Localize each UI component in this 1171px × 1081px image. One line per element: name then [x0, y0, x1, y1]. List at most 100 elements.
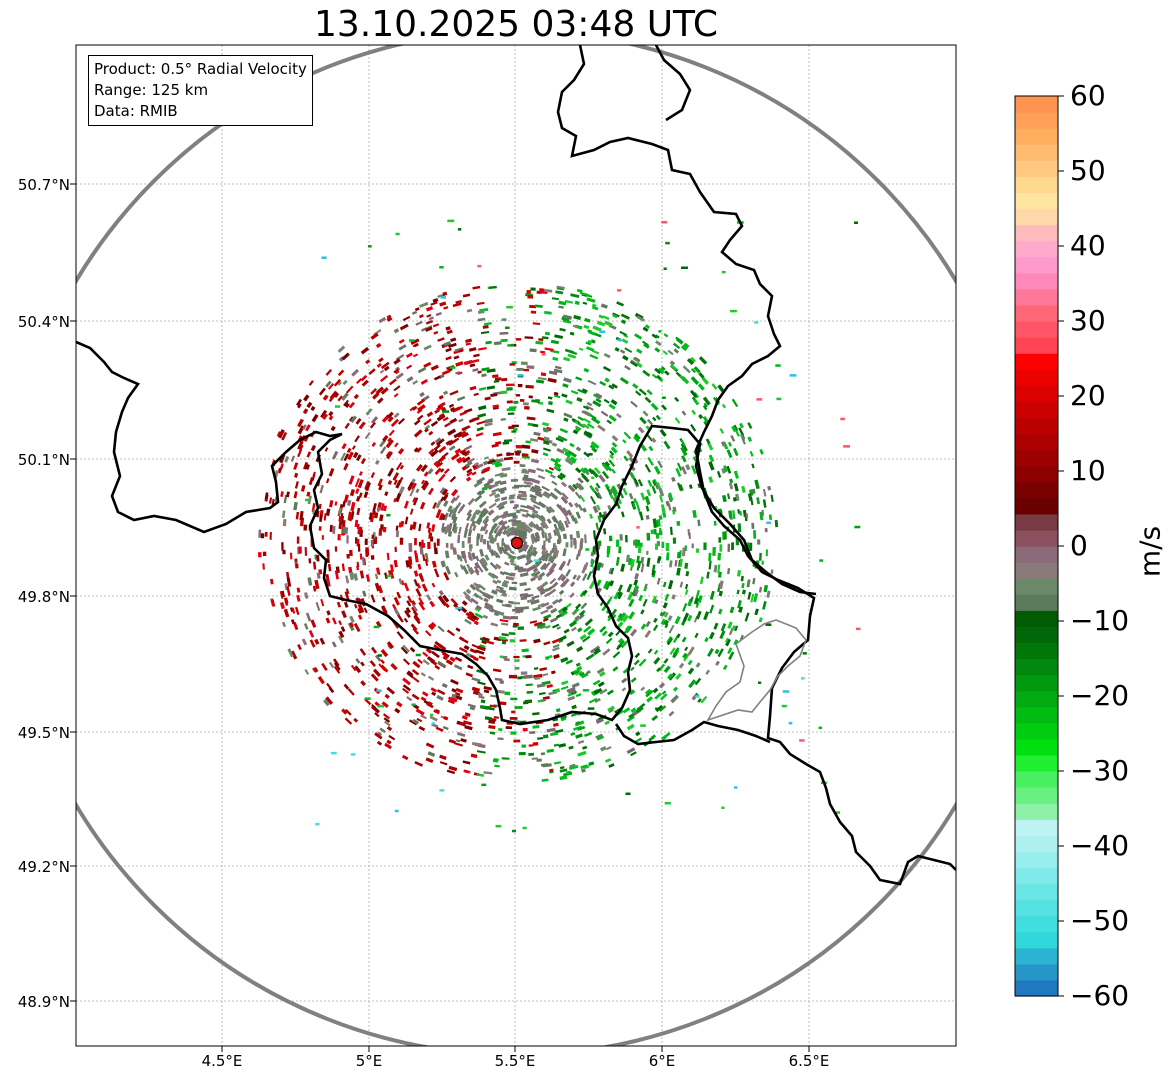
echo-gate: [301, 638, 308, 646]
echo-gate: [542, 440, 550, 446]
echo-gate: [430, 451, 436, 458]
echo-gate: [396, 701, 403, 708]
echo-gate: [460, 738, 467, 743]
echo-gate: [512, 624, 518, 628]
echo-gate: [445, 524, 451, 533]
echo-gate: [433, 330, 439, 335]
echo-gate: [764, 527, 768, 533]
echo-gate: [505, 383, 515, 387]
echo-gate: [717, 384, 725, 393]
echo-gate: [431, 524, 436, 532]
echo-gate: [542, 763, 552, 768]
echo-gate: [576, 397, 583, 403]
echo-gate: [534, 304, 543, 308]
echo-gate: [283, 494, 288, 504]
echo-gate: [626, 715, 635, 722]
echo-gate: [334, 501, 338, 506]
echo-gate: [564, 299, 574, 304]
echo-gate: [475, 509, 482, 516]
echo-gate: [640, 557, 644, 563]
echo-gate: [687, 528, 691, 536]
echo-gate: [299, 510, 304, 521]
echo-gate: [479, 644, 486, 649]
map-title: 13.10.2025 03:48 UTC: [313, 4, 719, 45]
echo-gate: [463, 359, 473, 366]
echo-gate: [297, 449, 303, 458]
echo-gate: [651, 437, 657, 444]
echo-gate: [668, 624, 675, 634]
echo-gate: [539, 514, 546, 521]
echo-gate: [496, 579, 502, 584]
echo-gate: [466, 509, 473, 517]
echo-gate: [720, 623, 727, 632]
echo-gate: [568, 745, 574, 750]
echo-gate: [646, 550, 649, 555]
echo-gate: [381, 606, 388, 615]
echo-gate: [552, 356, 559, 361]
echo-gate: [499, 655, 504, 659]
echo-gate: [477, 681, 486, 686]
echo-gate: [608, 535, 613, 542]
echo-gate: [588, 330, 596, 336]
echo-gate: [529, 494, 537, 500]
echo-gate: [595, 398, 602, 404]
echo-gate: [334, 546, 338, 552]
echo-gate: [694, 632, 699, 639]
echo-gate: [685, 464, 691, 471]
echo-gate: [512, 829, 516, 833]
echo-gate: [673, 348, 680, 354]
echo-gate: [526, 416, 536, 421]
echo-gate: [603, 580, 610, 590]
echo-gate: [490, 622, 499, 627]
echo-gate: [661, 690, 667, 695]
echo-gate: [492, 374, 499, 378]
echo-gate: [418, 541, 422, 547]
echo-gate: [310, 405, 316, 412]
echo-gate: [643, 342, 650, 349]
echo-gate: [405, 352, 413, 359]
echo-gate: [566, 509, 573, 516]
echo-gate: [553, 368, 563, 374]
echo-gate: [564, 520, 570, 528]
echo-gate: [594, 491, 600, 499]
echo-gate: [369, 660, 376, 667]
echo-gate: [568, 501, 574, 508]
echo-gate: [672, 342, 681, 350]
lat-label: 49.5°N: [17, 724, 70, 742]
echo-gate: [718, 537, 722, 543]
echo-gate: [567, 450, 577, 458]
echo-gate: [574, 427, 581, 432]
lat-label: 49.8°N: [17, 588, 70, 606]
echo-gate: [488, 285, 497, 289]
echo-gate: [462, 456, 471, 464]
echo-gate: [568, 620, 578, 628]
echo-gate: [670, 363, 678, 371]
echo-gate: [428, 532, 433, 539]
echo-gate: [408, 339, 415, 342]
echo-gate: [474, 612, 484, 619]
echo-gate: [371, 534, 375, 539]
echo-gate: [609, 487, 615, 494]
echo-gate: [630, 360, 638, 368]
echo-gate: [370, 332, 379, 340]
echo-gate: [510, 478, 519, 482]
echo-gate: [598, 314, 604, 319]
echo-gate: [326, 682, 332, 690]
echo-gate: [343, 601, 349, 608]
echo-gate: [388, 569, 393, 576]
echo-gate: [455, 300, 462, 304]
echo-gate: [264, 531, 268, 537]
echo-gate: [770, 569, 774, 575]
echo-gate: [344, 591, 350, 601]
echo-gate: [733, 639, 739, 646]
echo-gate: [524, 550, 533, 559]
echo-gate: [575, 530, 581, 539]
echo-gate: [350, 753, 356, 756]
echo-gate: [566, 456, 574, 462]
echo-gate: [297, 403, 302, 409]
echo-gate: [430, 364, 439, 371]
echo-gate: [756, 497, 760, 505]
echo-gate: [508, 674, 518, 679]
echo-gate: [556, 447, 565, 454]
echo-gate: [595, 522, 599, 530]
